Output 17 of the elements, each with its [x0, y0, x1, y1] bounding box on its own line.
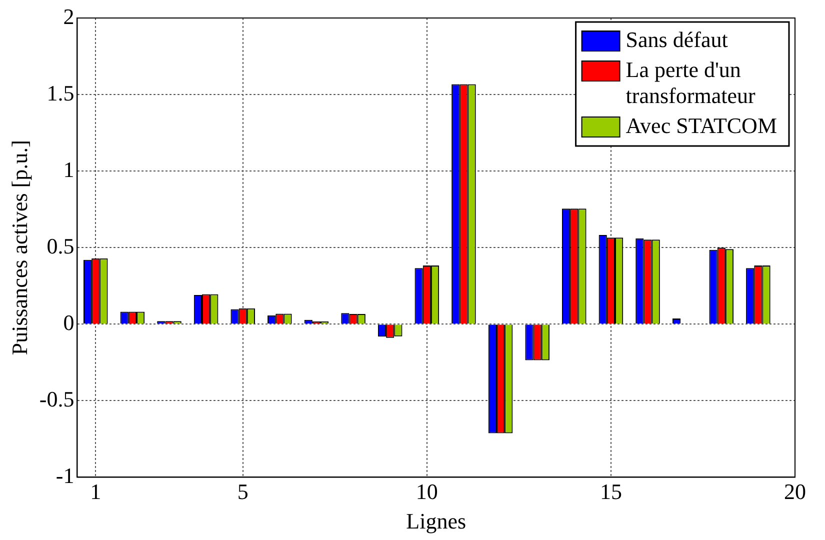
x-tick-label: 15 [600, 479, 622, 504]
x-tick-label: 1 [90, 479, 102, 504]
y-tick-label: 2 [63, 4, 74, 29]
y-tick-label: 0 [63, 310, 74, 335]
y-tick-label: -1 [56, 462, 74, 488]
y-tick-label: 1 [63, 156, 74, 182]
legend-label: Avec STATCOM [626, 112, 778, 138]
y-tick-label: 1.5 [46, 80, 74, 106]
x-axis-title: Lignes [406, 508, 466, 534]
y-tick-label: 0.5 [46, 233, 74, 258]
x-tick-label: 20 [784, 479, 806, 504]
y-axis-title: Puissances actives [p.u.] [6, 140, 32, 356]
y-tick-label: -0.5 [39, 386, 74, 412]
x-tick-label: 10 [416, 479, 438, 504]
legend-label: La perte d'un transformateur [626, 56, 756, 108]
legend-label: Sans défaut [626, 26, 728, 52]
x-tick-label: 5 [237, 479, 248, 504]
